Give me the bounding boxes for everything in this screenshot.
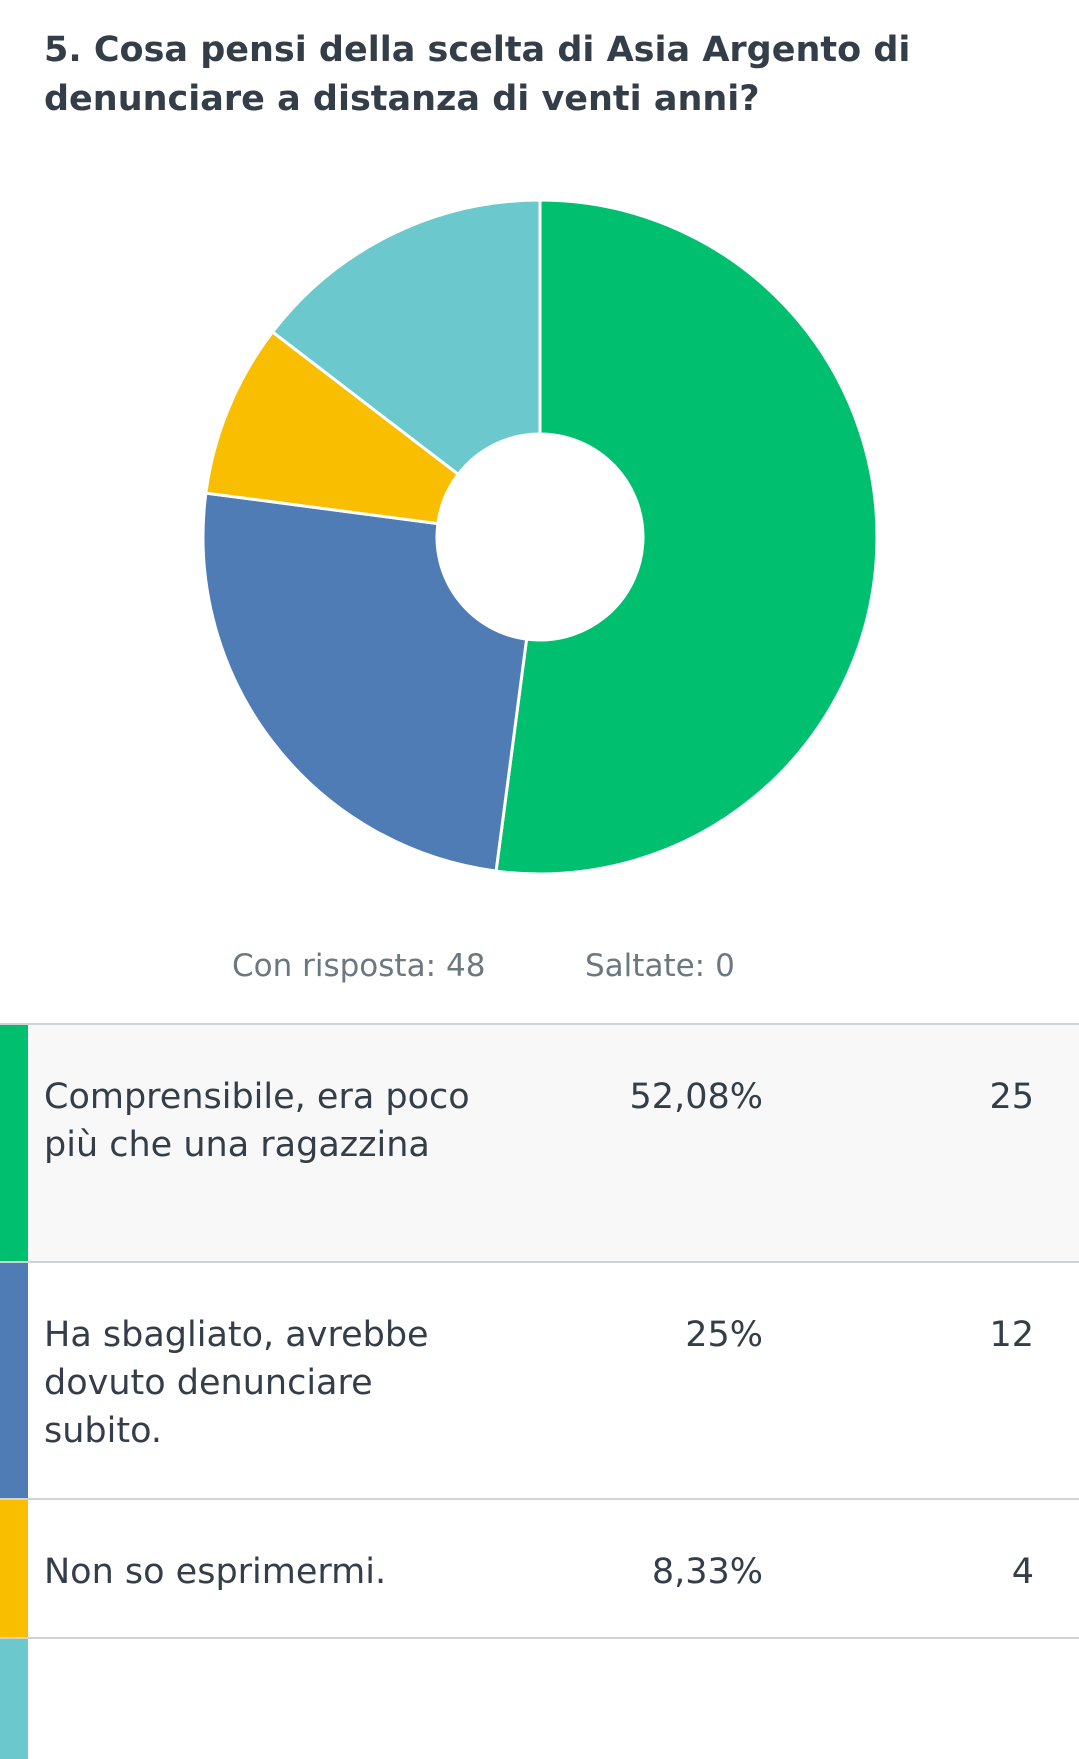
skipped-summary: Saltate: 0 (585, 948, 735, 984)
question-title: 5. Cosa pensi della scelta di Asia Argen… (44, 30, 911, 119)
answer-count: 25 (989, 1077, 1034, 1117)
donut-slice-2 (201, 491, 529, 873)
answer-percent: 8,33% (651, 1552, 763, 1592)
answer-percent: 25% (685, 1315, 763, 1355)
skipped-value: 0 (715, 948, 735, 984)
answered-value: 48 (446, 948, 486, 984)
answer-label: Comprensibile, era poco più che una raga… (44, 1077, 470, 1165)
answered-label: Con risposta: (232, 948, 437, 984)
answer-label: Ha sbagliato, avrebbe dovuto denunciare … (44, 1315, 429, 1451)
answer-count: 4 (1011, 1552, 1034, 1592)
answer-label: Non so esprimermi. (44, 1552, 387, 1592)
answer-percent: 52,08% (629, 1077, 763, 1117)
donut-chart (201, 198, 879, 876)
answer-row-sbagliato: Ha sbagliato, avrebbe dovuto denunciare … (0, 1263, 1079, 1500)
donut-slice-1 (494, 198, 879, 876)
answer-count: 12 (989, 1315, 1034, 1355)
answer-choices-table: Comprensibile, era poco più che una raga… (0, 1023, 1079, 1759)
donut-slice-4 (270, 198, 542, 477)
answer-row-non-so: Non so esprimermi. 8,33% 4 (0, 1500, 1079, 1639)
answer-row-other (0, 1639, 1079, 1759)
answered-summary: Con risposta: 48 (232, 948, 485, 984)
answer-color-strip (0, 1639, 28, 1759)
donut-slice-3 (204, 329, 461, 526)
answer-color-strip (0, 1025, 28, 1261)
answer-color-strip (0, 1500, 28, 1637)
answer-row-comprensibile: Comprensibile, era poco più che una raga… (0, 1025, 1079, 1263)
skipped-label: Saltate: (585, 948, 706, 984)
answer-color-strip (0, 1263, 28, 1498)
